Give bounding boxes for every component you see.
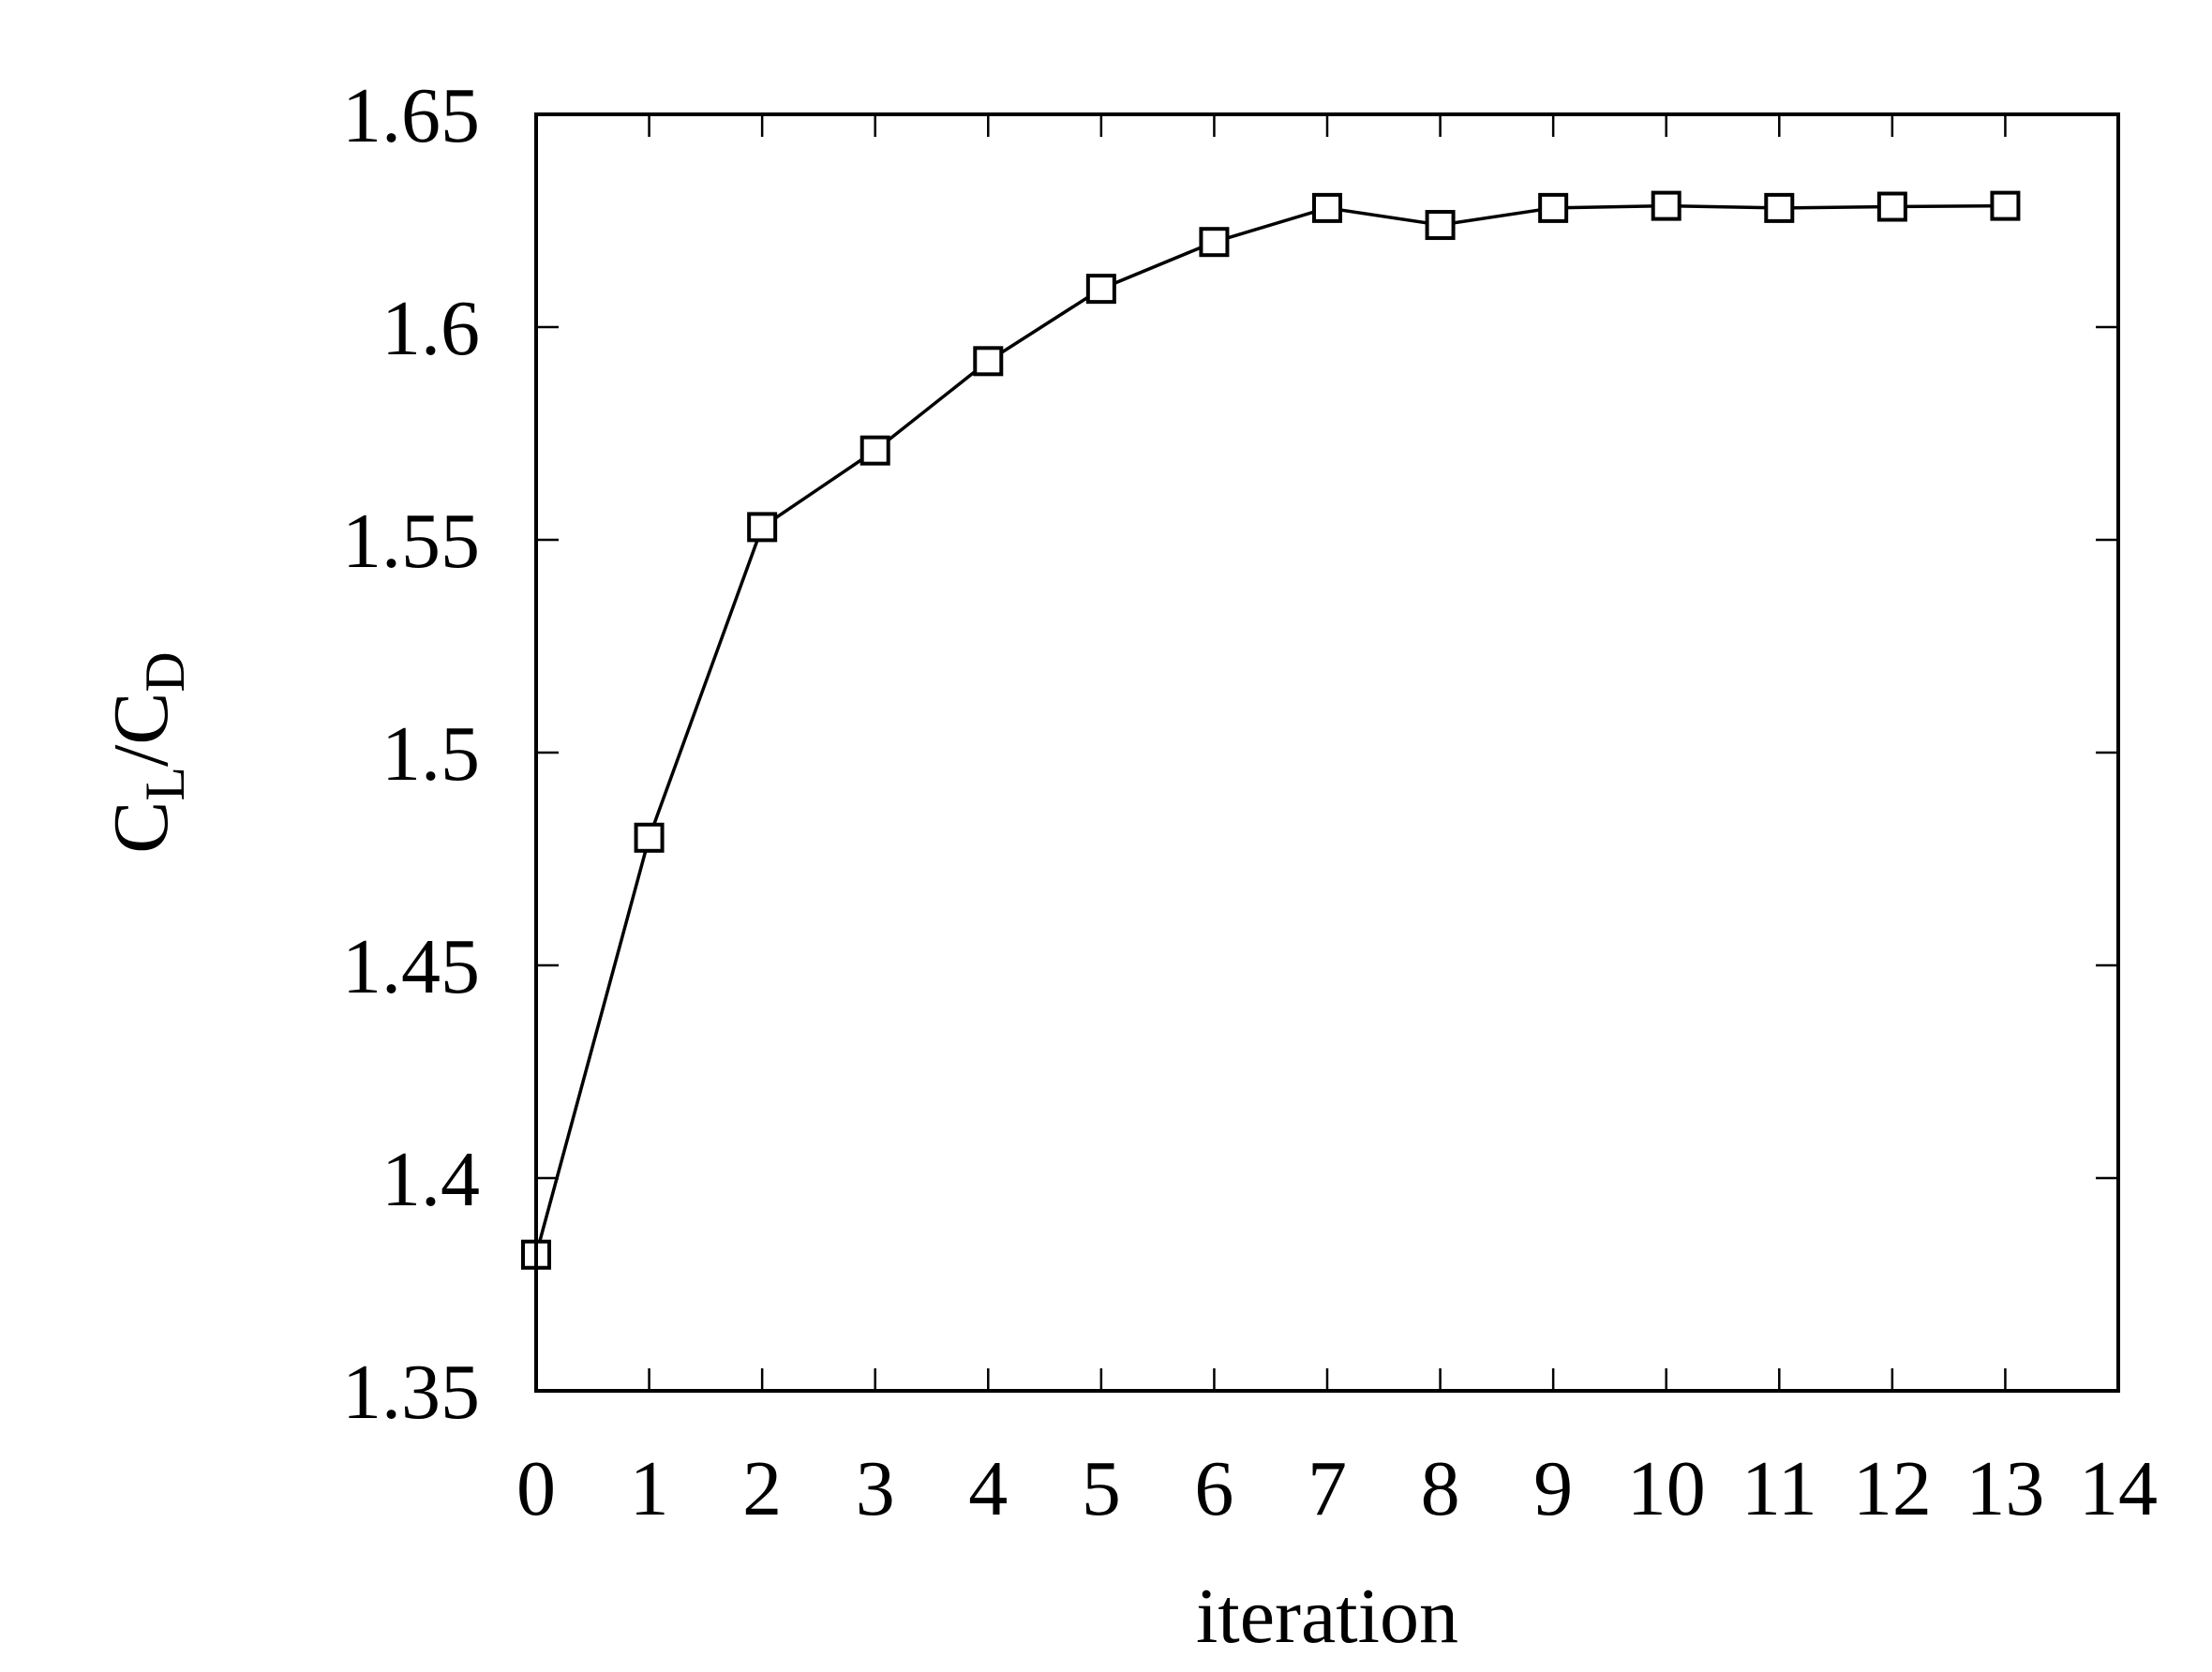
y-ticks (536, 112, 2118, 1393)
x-tick-label: 14 (2079, 1445, 2158, 1532)
x-ticks (534, 114, 2120, 1391)
data-point-marker (634, 822, 665, 853)
x-tick-label: 11 (1741, 1445, 1817, 1532)
data-point-marker (1876, 191, 1907, 222)
y-tick-label: 1.4 (381, 1136, 480, 1223)
data-point-marker (1651, 190, 1681, 221)
x-tick-label: 3 (856, 1445, 895, 1532)
y-tick-label: 1.55 (342, 498, 480, 585)
x-tick-label: 9 (1533, 1445, 1573, 1532)
data-point-marker (1085, 274, 1116, 305)
data-point-marker (1425, 210, 1456, 241)
data-point-marker (859, 435, 890, 466)
y-axis-title-text: /C (97, 693, 185, 767)
x-tick-label: 0 (516, 1445, 556, 1532)
x-tick-label: 12 (1853, 1445, 1932, 1532)
x-tick-label: 6 (1194, 1445, 1233, 1532)
x-tick-label: 4 (968, 1445, 1008, 1532)
x-tick-label: 5 (1082, 1445, 1121, 1532)
data-point-marker (747, 512, 778, 543)
data-point-marker (973, 346, 1004, 377)
data-point-marker (1990, 190, 2021, 221)
x-tick-label: 7 (1308, 1445, 1347, 1532)
x-tick-label: 10 (1627, 1445, 1706, 1532)
y-tick-label: 1.65 (342, 72, 480, 159)
data-point-marker (1199, 227, 1230, 258)
x-axis-title: iteration (1196, 1573, 1458, 1660)
y-axis-title-text: C (97, 801, 185, 854)
y-tick-label: 1.6 (381, 285, 480, 372)
y-axis-title-subscript: L (134, 767, 196, 801)
data-point-marker (1312, 192, 1342, 223)
plot-frame (534, 112, 2120, 1393)
x-tick-label: 8 (1421, 1445, 1460, 1532)
y-tick-label: 1.5 (381, 710, 480, 798)
y-tick-label: 1.45 (342, 923, 480, 1010)
series-layer (521, 190, 2021, 1270)
y-tick-label: 1.35 (342, 1349, 480, 1436)
data-point-marker (1538, 192, 1569, 223)
y-tick-labels: 1.35 1.4 1.45 1.5 1.55 1.6 1.65 (342, 72, 480, 1436)
y-axis-title-subscript: D (134, 651, 196, 692)
y-axis-title: CL/CD (97, 651, 196, 853)
x-tick-labels: 0 1 2 3 4 5 6 7 8 9 10 11 12 13 14 (516, 1445, 2158, 1532)
x-tick-label: 1 (630, 1445, 669, 1532)
data-point-marker (1764, 192, 1795, 223)
x-tick-label: 13 (1965, 1445, 2044, 1532)
series-line (534, 203, 2006, 1256)
x-tick-label: 2 (742, 1445, 782, 1532)
